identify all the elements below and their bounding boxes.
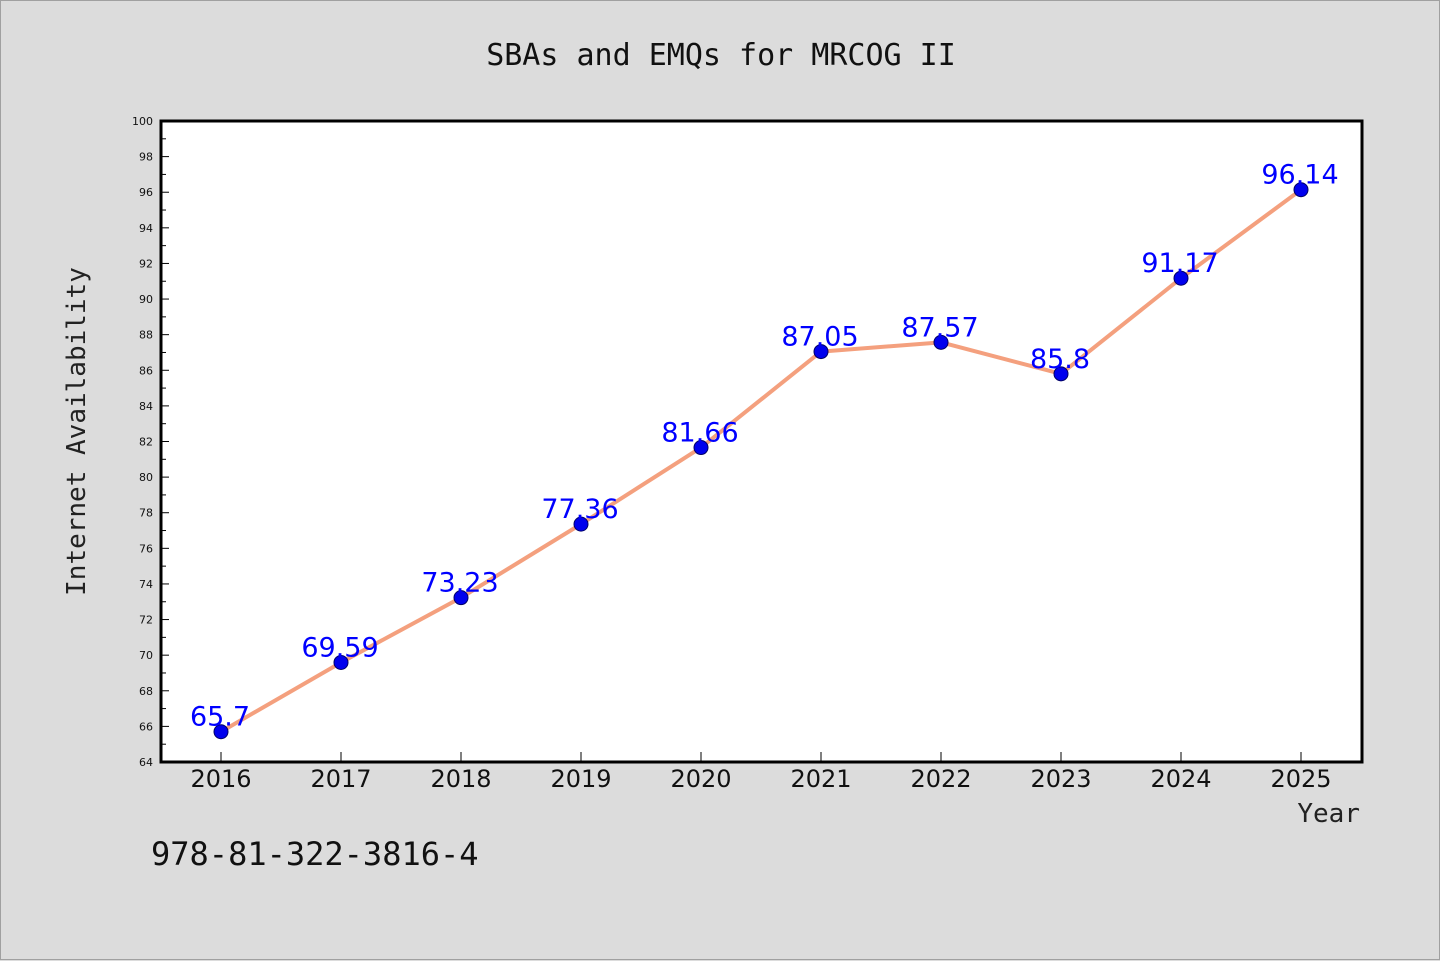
x-tick-label: 2023 — [1030, 765, 1091, 793]
data-label: 65.7 — [190, 702, 250, 733]
y-tick-label: 64 — [139, 756, 153, 769]
y-tick-label: 88 — [139, 329, 153, 342]
chart-title: SBAs and EMQs for MRCOG II — [486, 38, 956, 73]
data-point — [693, 440, 709, 456]
data-label: 81.66 — [661, 418, 738, 449]
y-tick-label: 68 — [139, 685, 153, 698]
x-tick-label: 2019 — [550, 765, 611, 793]
y-tick-label: 94 — [139, 222, 153, 235]
x-tick-label: 2025 — [1270, 765, 1331, 793]
data-label: 87.57 — [901, 312, 978, 343]
x-tick-label: 2022 — [910, 765, 971, 793]
y-tick-label: 92 — [139, 257, 153, 270]
x-tick-label: 2024 — [1150, 765, 1211, 793]
data-point — [1053, 366, 1069, 382]
data-point — [333, 654, 349, 670]
y-tick-label: 96 — [139, 186, 153, 199]
y-tick-label: 98 — [139, 151, 153, 164]
y-tick-label: 76 — [139, 542, 153, 555]
y-tick-label: 66 — [139, 720, 153, 733]
y-tick-label: 72 — [139, 614, 153, 627]
data-point — [213, 724, 229, 740]
x-tick-label: 2016 — [190, 765, 251, 793]
y-tick-label: 74 — [139, 578, 153, 591]
y-tick-label: 78 — [139, 507, 153, 520]
data-label: 77.36 — [541, 494, 618, 525]
data-label: 91.17 — [1141, 248, 1218, 279]
isbn-footnote: 978-81-322-3816-4 — [151, 835, 479, 873]
y-tick-label: 80 — [139, 471, 153, 484]
y-tick-label: 70 — [139, 649, 153, 662]
y-tick-label: 82 — [139, 436, 153, 449]
x-tick-label: 2018 — [430, 765, 491, 793]
series-line — [219, 187, 1303, 734]
x-tick-label: 2021 — [790, 765, 851, 793]
x-tick-label: 2020 — [670, 765, 731, 793]
y-tick-label: 100 — [132, 115, 153, 128]
data-point — [933, 334, 949, 350]
data-label: 85.8 — [1030, 344, 1090, 375]
data-label: 69.59 — [301, 632, 378, 663]
data-label: 96.14 — [1261, 160, 1338, 191]
data-point — [453, 590, 469, 606]
y-tick-label: 90 — [139, 293, 153, 306]
y-axis-title: Internet Availability — [62, 267, 92, 596]
x-axis: 2016 2017 2018 2019 2020 2021 2022 2023 2024 2025 — [190, 752, 1332, 793]
plot-area — [159, 119, 1364, 764]
y-tick-label: 86 — [139, 364, 153, 377]
data-point — [1173, 270, 1189, 286]
data-label: 87.05 — [781, 322, 858, 353]
y-axis: 64 66 68 70 72 74 76 78 80 82 84 86 88 90 92 94 96 98 100 — [132, 115, 169, 769]
series-layer: 65.7 69.59 73.23 77.36 81.66 87.05 87.57 85.8 91… — [190, 160, 1339, 740]
y-tick-label: 84 — [139, 400, 153, 413]
x-axis-title: Year — [1297, 799, 1360, 829]
data-point — [573, 516, 589, 532]
x-tick-label: 2017 — [310, 765, 371, 793]
data-point — [813, 344, 829, 360]
data-label: 73.23 — [421, 568, 498, 599]
data-point — [1293, 182, 1309, 198]
